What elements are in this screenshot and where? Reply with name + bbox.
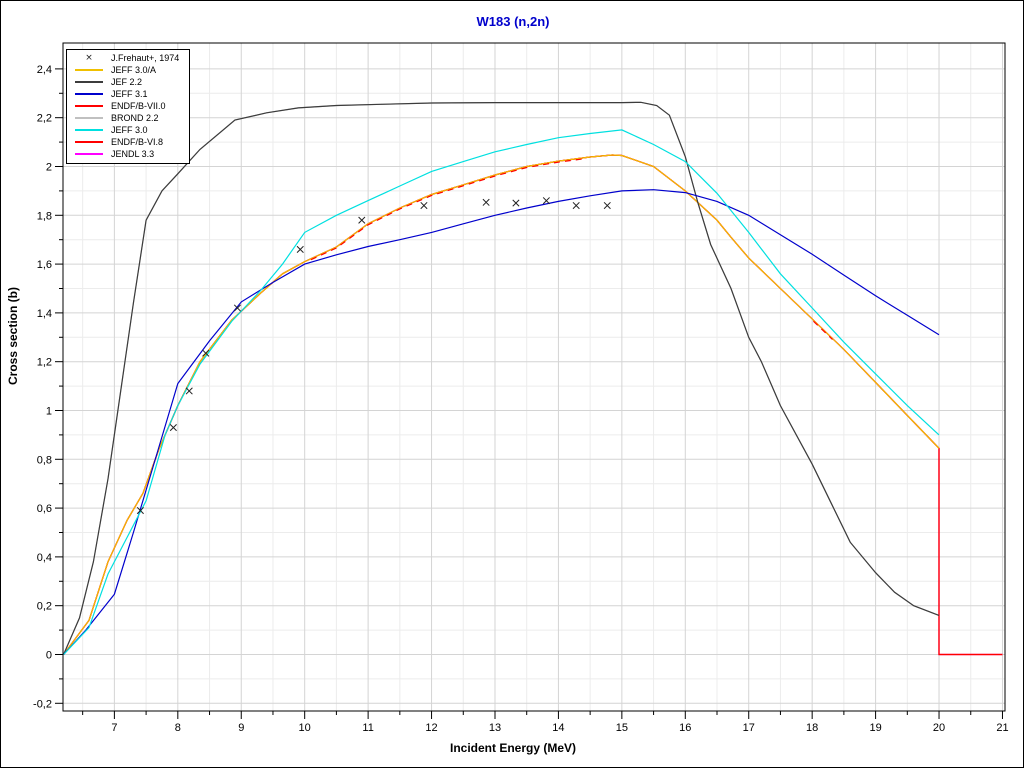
y-tick-label: 1: [46, 405, 52, 417]
legend-line-swatch: [67, 69, 111, 71]
legend-item: JEFF 3.0/A: [67, 64, 189, 76]
legend-item-label: JEF 2.2: [111, 77, 143, 87]
series-endf-dash-overlay: [812, 320, 833, 340]
y-tick-label: 2,2: [37, 113, 52, 125]
legend-item-label: JEFF 3.1: [111, 89, 148, 99]
legend-item-label: ENDF/B-VI.8: [111, 137, 164, 147]
data-point-x-marker: [420, 201, 428, 210]
x-tick-label: 18: [806, 722, 818, 734]
y-tick-label: 0,2: [37, 601, 52, 613]
data-point-x-marker: [233, 304, 241, 312]
x-tick-label: 10: [299, 722, 311, 734]
y-tick-label: 1,6: [37, 259, 52, 271]
data-point-x-marker: [542, 197, 550, 205]
x-tick-label: 17: [743, 722, 755, 734]
data-point-x-marker: [185, 387, 193, 395]
y-tick-label: 2: [46, 161, 52, 173]
legend-box: × J.Frehaut+, 1974 JEFF 3.0/A JEF 2.2 JEFF 3…: [66, 49, 190, 164]
x-tick-label: 16: [679, 722, 691, 734]
legend-item-label: JEFF 3.0/A: [111, 65, 157, 75]
legend-line-swatch: [67, 105, 111, 107]
series-endf-b-vii-0: [63, 154, 1003, 656]
x-axis-label: Incident Energy (MeV): [449, 741, 577, 755]
legend-item: BROND 2.2: [67, 112, 189, 124]
series-jef-2-2: [63, 101, 940, 655]
legend-item-label: ENDF/B-VII.0: [111, 101, 166, 111]
x-tick-label: 21: [996, 722, 1008, 734]
data-point-x-marker: [512, 199, 520, 207]
legend-line-swatch: [67, 141, 111, 143]
x-tick-label: 19: [869, 722, 881, 734]
x-tick-label: 12: [425, 722, 437, 734]
data-point-x-marker: [572, 201, 580, 210]
x-tick-label: 8: [175, 722, 181, 734]
plot-frame: [62, 42, 1006, 712]
data-point-x-marker: [296, 245, 304, 254]
legend-line-swatch: [67, 129, 111, 131]
legend-item: ENDF/B-VII.0: [67, 100, 189, 112]
y-tick-label: 1,2: [37, 357, 52, 369]
series-jeff-3-1: [63, 189, 940, 655]
y-tick-label: 2,4: [37, 64, 52, 76]
y-tick-label: 1,4: [37, 308, 52, 320]
legend-item-label: JENDL 3.3: [111, 149, 155, 159]
series-jeff-3-0: [63, 129, 940, 655]
y-tick-label: 0: [46, 649, 52, 661]
legend-item: JENDL 3.3: [67, 148, 189, 160]
legend-item-label: BROND 2.2: [111, 113, 159, 123]
y-tick-label: 0,8: [37, 454, 52, 466]
legend-item-label: J.Frehaut+, 1974: [111, 53, 180, 63]
x-tick-label: 20: [933, 722, 945, 734]
x-tick-label: 13: [489, 722, 501, 734]
legend-item: × J.Frehaut+, 1974: [67, 52, 189, 64]
series-brond-2-2: [63, 101, 940, 655]
x-tick-label: 14: [552, 722, 564, 734]
legend-line-swatch: [67, 153, 111, 155]
chart-title: W183 (n,2n): [476, 14, 550, 29]
x-tick-label: 11: [362, 722, 373, 734]
data-point-x-marker: [358, 216, 366, 224]
series-jeff-3-0-a: [63, 154, 940, 655]
data-point-x-marker: [202, 349, 210, 357]
legend-item: JEFF 3.0: [67, 124, 189, 136]
legend-line-swatch: [67, 117, 111, 119]
y-tick-label: 0,4: [37, 552, 52, 564]
data-point-x-marker: [603, 201, 611, 210]
legend-item: ENDF/B-VI.8: [67, 136, 189, 148]
data-point-x-marker: [169, 424, 177, 432]
series-endf-dash-overlay: [310, 158, 584, 261]
y-tick-label: 0,6: [37, 503, 52, 515]
x-tick-label: 9: [238, 722, 244, 734]
series-endf-b-vi-8: [63, 154, 1003, 656]
y-tick-label: 1,8: [37, 210, 52, 222]
legend-item-label: JEFF 3.0: [111, 125, 148, 135]
legend-x-marker-icon: ×: [85, 52, 93, 63]
series-jendl-3-3: [63, 154, 1003, 656]
data-point-x-marker: [482, 198, 490, 206]
y-axis-label: Cross section (b): [6, 287, 20, 386]
x-tick-label: 15: [616, 722, 628, 734]
legend-line-swatch: [67, 93, 111, 95]
legend-item: JEF 2.2: [67, 76, 189, 88]
legend-line-swatch: [67, 81, 111, 83]
y-tick-label: -0,2: [33, 698, 52, 710]
data-point-x-marker: [136, 506, 144, 515]
x-tick-label: 7: [111, 722, 117, 734]
legend-item: JEFF 3.1: [67, 88, 189, 100]
